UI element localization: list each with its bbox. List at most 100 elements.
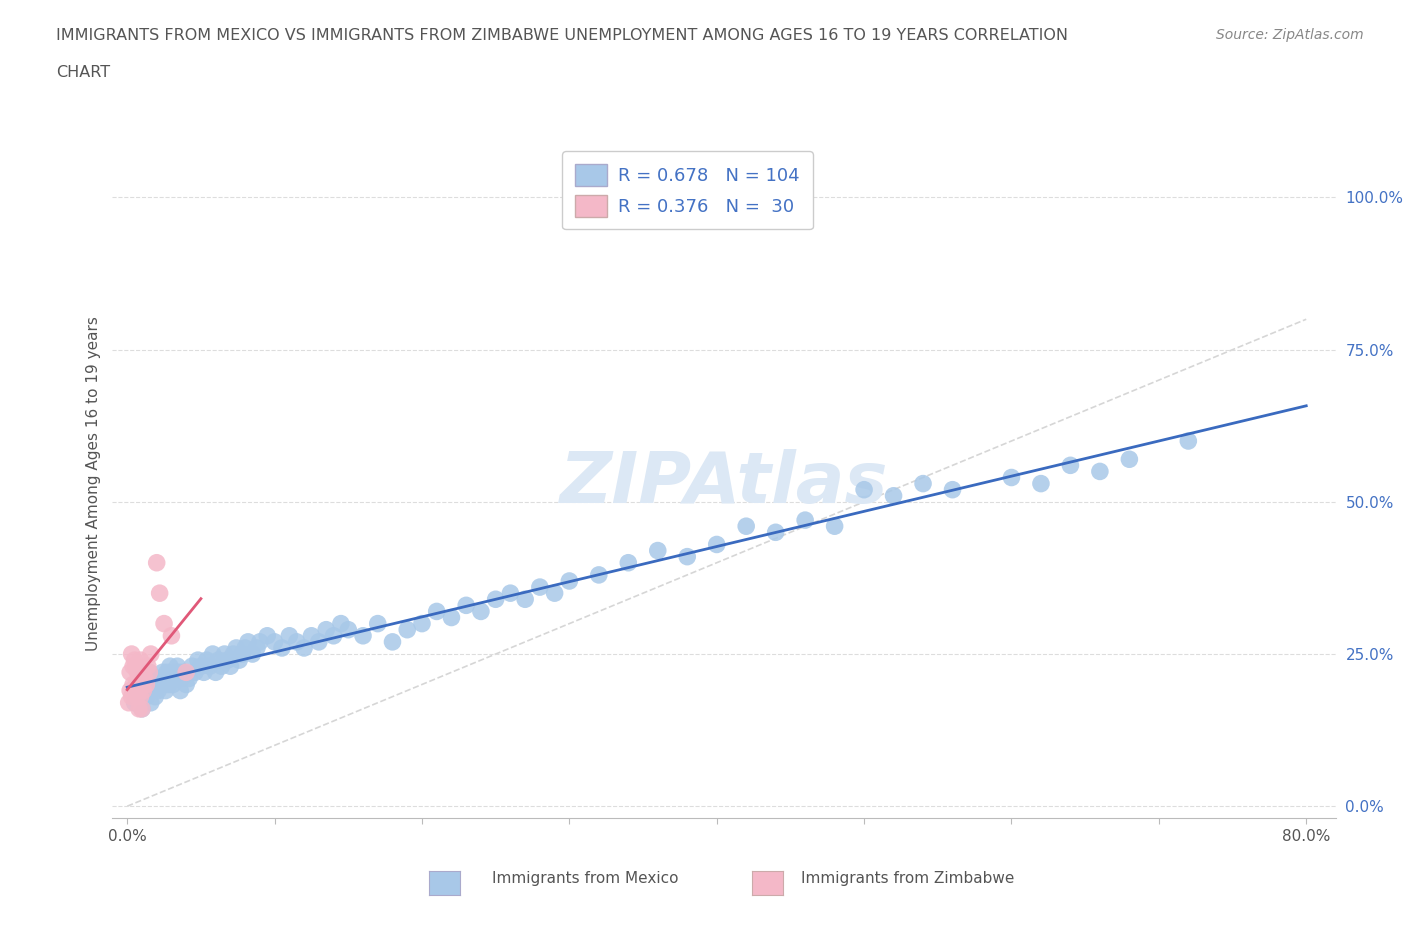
Point: [174, 677, 197, 692]
Point: [124, 684, 146, 698]
Point: [271, 641, 294, 656]
Point: [121, 646, 143, 661]
Point: [125, 677, 148, 692]
Point: [411, 617, 433, 631]
Y-axis label: Unemployment Among Ages 16 to 19 years: Unemployment Among Ages 16 to 19 years: [86, 316, 101, 651]
Point: [193, 665, 215, 680]
Point: [162, 677, 184, 692]
Point: [558, 574, 581, 589]
Point: [131, 701, 153, 716]
Point: [125, 658, 148, 673]
Point: [149, 671, 172, 685]
Point: [426, 604, 449, 618]
Point: [127, 684, 149, 698]
Point: [214, 646, 236, 661]
Point: [129, 677, 152, 692]
Point: [124, 696, 146, 711]
Point: [152, 665, 174, 680]
Point: [1029, 476, 1052, 491]
Point: [139, 646, 162, 661]
Point: [145, 677, 167, 692]
Point: [222, 646, 245, 661]
Point: [513, 591, 536, 606]
Point: [765, 525, 787, 539]
Point: [249, 634, 271, 649]
Point: [138, 665, 160, 680]
Point: [143, 689, 166, 704]
Point: [278, 629, 301, 644]
Point: [204, 665, 226, 680]
Point: [156, 665, 179, 680]
Point: [122, 677, 145, 692]
Text: Source: ZipAtlas.com: Source: ZipAtlas.com: [1216, 28, 1364, 42]
Point: [181, 658, 204, 673]
Point: [128, 701, 150, 716]
Point: [499, 586, 522, 601]
Point: [146, 684, 169, 698]
Point: [136, 677, 159, 692]
Point: [201, 646, 224, 661]
Point: [1177, 433, 1199, 448]
Point: [153, 671, 176, 685]
Point: [853, 483, 876, 498]
Point: [128, 671, 150, 685]
Point: [228, 653, 250, 668]
Point: [301, 629, 323, 644]
Point: [160, 671, 183, 685]
Point: [315, 622, 337, 637]
Point: [219, 658, 242, 673]
Point: [883, 488, 905, 503]
Text: Immigrants from Mexico: Immigrants from Mexico: [492, 871, 679, 886]
Point: [543, 586, 565, 601]
Point: [217, 653, 239, 668]
Text: IMMIGRANTS FROM MEXICO VS IMMIGRANTS FROM ZIMBABWE UNEMPLOYMENT AMONG AGES 16 TO: IMMIGRANTS FROM MEXICO VS IMMIGRANTS FRO…: [56, 28, 1069, 43]
Point: [236, 634, 259, 649]
Point: [912, 476, 935, 491]
Point: [231, 646, 253, 661]
Point: [135, 689, 157, 704]
Point: [150, 677, 173, 692]
Point: [308, 634, 330, 649]
Point: [155, 684, 177, 698]
Point: [1059, 458, 1081, 472]
Point: [396, 622, 419, 637]
Point: [367, 617, 389, 631]
Point: [149, 586, 172, 601]
Point: [187, 653, 209, 668]
Point: [529, 579, 551, 594]
Point: [285, 634, 308, 649]
Point: [322, 629, 344, 644]
Point: [329, 617, 352, 631]
Point: [233, 641, 256, 656]
Point: [131, 701, 153, 716]
Point: [159, 658, 181, 673]
Point: [1000, 470, 1022, 485]
Point: [121, 689, 143, 704]
Point: [131, 665, 153, 680]
Point: [135, 677, 157, 692]
Point: [134, 671, 156, 685]
Text: ZIPAtlas: ZIPAtlas: [560, 449, 889, 518]
Point: [824, 519, 846, 534]
Point: [120, 684, 142, 698]
Point: [141, 684, 163, 698]
Point: [256, 629, 278, 644]
Point: [207, 653, 229, 668]
Point: [735, 519, 758, 534]
Point: [167, 665, 190, 680]
Point: [179, 671, 201, 685]
Point: [139, 696, 162, 711]
Point: [128, 689, 150, 704]
Point: [225, 641, 247, 656]
Point: [1088, 464, 1111, 479]
Point: [647, 543, 669, 558]
Point: [129, 653, 152, 668]
Point: [211, 658, 233, 673]
Point: [190, 658, 212, 673]
Point: [485, 591, 508, 606]
Point: [136, 658, 159, 673]
Point: [170, 671, 193, 685]
Point: [127, 689, 149, 704]
Point: [153, 617, 176, 631]
Point: [941, 483, 963, 498]
